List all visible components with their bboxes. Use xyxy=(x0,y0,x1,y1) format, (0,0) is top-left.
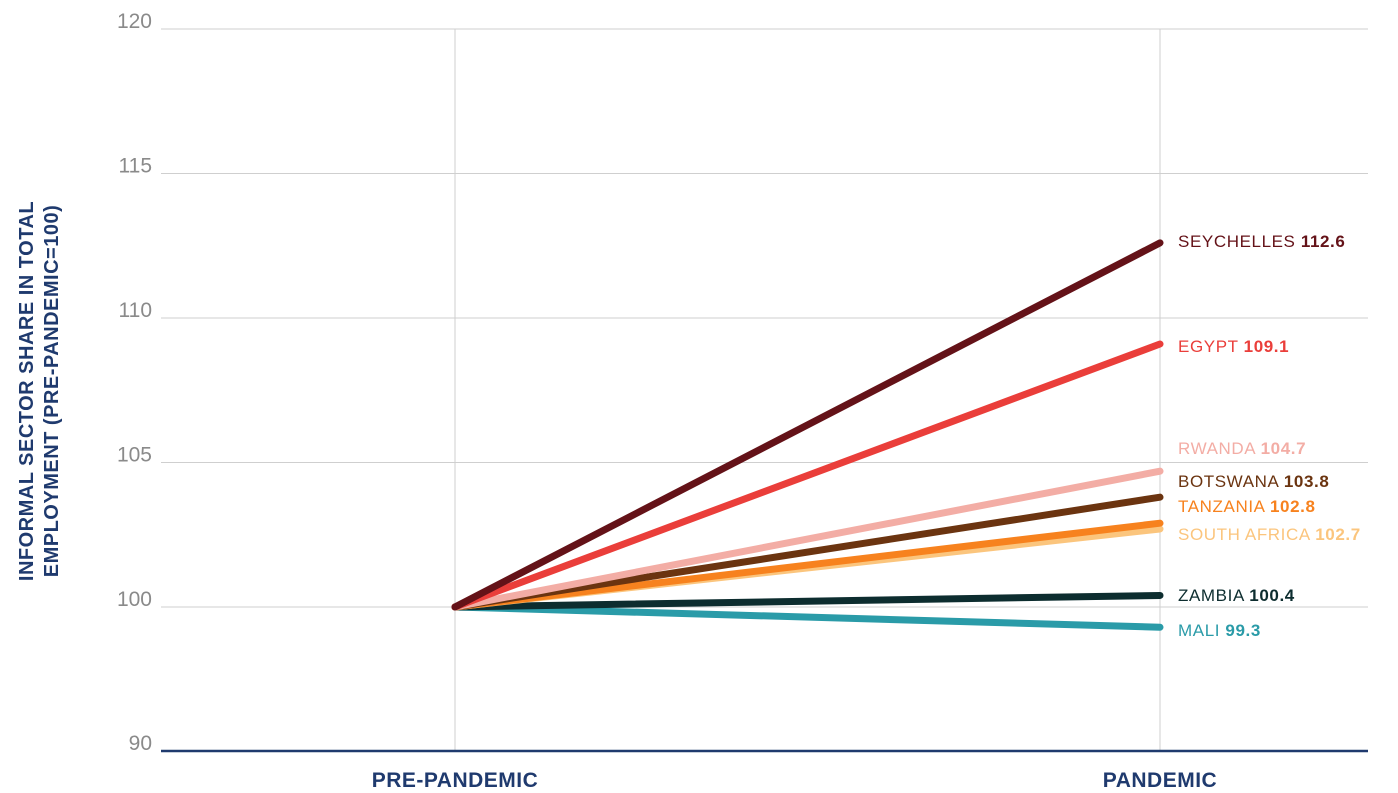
series-label-botswana: BOTSWANA 103.8 xyxy=(1178,472,1329,491)
x-tick-label-pre-pandemic: PRE-PANDEMIC xyxy=(372,769,539,792)
series-line-seychelles xyxy=(451,239,1164,611)
series-label-egypt: EGYPT 109.1 xyxy=(1178,337,1289,356)
series-name-botswana: BOTSWANA xyxy=(1178,472,1284,491)
y-tick-label-90: 90 xyxy=(129,732,152,755)
series-name-zambia: ZAMBIA xyxy=(1178,586,1249,605)
series-value-zambia: 100.4 xyxy=(1249,586,1295,605)
x-axis-ticks: PRE-PANDEMIC PANDEMIC xyxy=(372,769,1217,792)
series-label-mali: MALI 99.3 xyxy=(1178,621,1261,640)
series-name-rwanda: RWANDA xyxy=(1178,439,1261,458)
y-tick-label-100: 100 xyxy=(117,588,152,611)
series-line-tanzania xyxy=(451,519,1164,611)
y-tick-label-115: 115 xyxy=(119,155,152,178)
x-tick-label-pandemic: PANDEMIC xyxy=(1103,769,1217,792)
y-axis-label: INFORMAL SECTOR SHARE IN TOTAL EMPLOYMEN… xyxy=(16,201,63,581)
series-name-egypt: EGYPT xyxy=(1178,337,1244,356)
series-line-rwanda xyxy=(451,467,1164,611)
series-name-seychelles: SEYCHELLES xyxy=(1178,232,1301,251)
series-label-tanzania: TANZANIA 102.8 xyxy=(1178,497,1316,516)
series-lines xyxy=(451,239,1164,631)
series-label-zambia: ZAMBIA 100.4 xyxy=(1178,586,1295,605)
series-label-seychelles: SEYCHELLES 112.6 xyxy=(1178,232,1345,251)
series-name-mali: MALI xyxy=(1178,621,1225,640)
series-value-rwanda: 104.7 xyxy=(1261,439,1307,458)
series-value-tanzania: 102.8 xyxy=(1270,497,1316,516)
series-name-tanzania: TANZANIA xyxy=(1178,497,1270,516)
y-axis-ticks: 90 100 105 110 115 120 xyxy=(117,10,152,755)
gridlines xyxy=(161,28,1368,751)
series-value-egypt: 109.1 xyxy=(1244,337,1290,356)
series-line-egypt xyxy=(451,340,1164,611)
series-value-seychelles: 112.6 xyxy=(1301,232,1346,251)
y-axis-label-line-2: EMPLOYMENT (PRE-PANDEMIC=100) xyxy=(41,205,63,578)
series-line-botswana xyxy=(451,493,1164,611)
series-label-south-africa: SOUTH AFRICA 102.7 xyxy=(1178,525,1361,544)
series-value-south-africa: 102.7 xyxy=(1315,525,1361,544)
y-tick-label-105: 105 xyxy=(117,444,152,467)
series-value-mali: 99.3 xyxy=(1225,621,1261,640)
series-end-labels: SEYCHELLES 112.6 EGYPT 109.1 RWANDA 104.7 B… xyxy=(1178,232,1361,640)
y-tick-label-110: 110 xyxy=(119,299,152,322)
series-name-south-africa: SOUTH AFRICA xyxy=(1178,525,1315,544)
series-line-mali xyxy=(451,603,1164,631)
y-axis-label-line-1: INFORMAL SECTOR SHARE IN TOTAL xyxy=(16,201,38,581)
series-value-botswana: 103.8 xyxy=(1284,472,1330,491)
series-label-rwanda: RWANDA 104.7 xyxy=(1178,439,1306,458)
y-tick-label-120: 120 xyxy=(117,10,152,33)
series-line-zambia xyxy=(451,591,1164,611)
